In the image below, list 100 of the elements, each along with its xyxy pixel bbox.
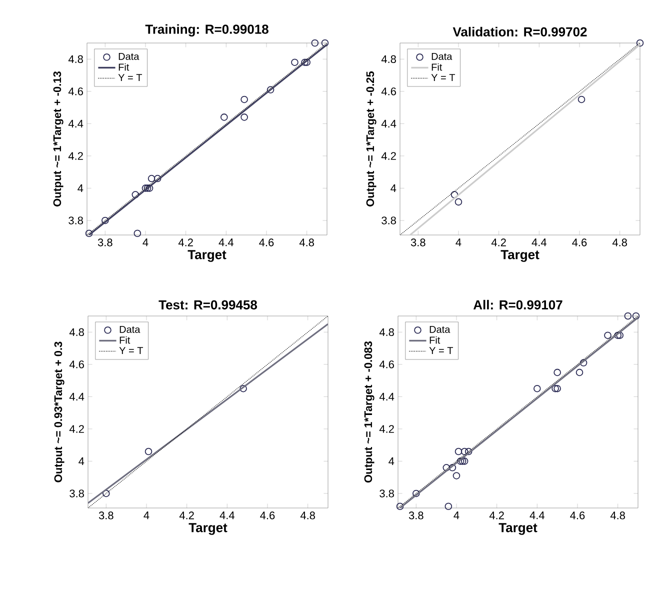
point bbox=[240, 96, 248, 104]
y-tick-label: 4.4 bbox=[381, 120, 396, 128]
point bbox=[464, 448, 472, 456]
y-tick-label: 4.4 bbox=[68, 120, 84, 128]
point bbox=[448, 464, 456, 472]
legend-label: Fit bbox=[118, 63, 130, 71]
x-axis-title: Target bbox=[498, 523, 538, 535]
point bbox=[614, 332, 622, 340]
y-axis-title: Output ~= 0.93*Target + 0.3 bbox=[54, 342, 64, 482]
point bbox=[220, 114, 228, 121]
point bbox=[552, 384, 559, 392]
legend-label: Fit bbox=[120, 336, 130, 344]
x-tick-label: 4.2 bbox=[178, 238, 193, 246]
legend-label: Fit bbox=[430, 336, 440, 344]
point bbox=[240, 114, 248, 121]
point bbox=[616, 332, 624, 340]
x-tick-label: 4.2 bbox=[179, 512, 194, 520]
y-tick-label: 4.2 bbox=[381, 152, 396, 160]
x-tick-label: 4 bbox=[142, 238, 148, 246]
x-axis-title: Target bbox=[500, 250, 540, 262]
x-tick-label: 3.8 bbox=[98, 238, 112, 246]
chart-title: All: R=0.99107 bbox=[473, 300, 562, 310]
point bbox=[144, 184, 152, 192]
legend-label: Y = T bbox=[429, 347, 454, 354]
point bbox=[396, 502, 404, 510]
y-tick-label: 4.8 bbox=[381, 55, 396, 64]
point bbox=[154, 174, 162, 182]
x-tick-label: 4.4 bbox=[530, 512, 544, 520]
y-tick-label: 4.2 bbox=[69, 425, 84, 433]
y-tick-label: 3.8 bbox=[380, 490, 394, 498]
point bbox=[146, 184, 154, 192]
y-tick-label: 4.2 bbox=[68, 152, 83, 160]
point bbox=[578, 96, 586, 104]
point bbox=[132, 191, 140, 198]
chart-title: Training: R=0.99018 bbox=[145, 24, 268, 36]
x-tick-label: 4 bbox=[144, 512, 150, 520]
x-tick-label: 4.8 bbox=[299, 238, 314, 246]
x-tick-label: 4.8 bbox=[300, 512, 315, 520]
point bbox=[452, 472, 460, 480]
point bbox=[580, 359, 588, 366]
legend-label: Data bbox=[432, 52, 452, 60]
y-tick-label: 4.6 bbox=[381, 88, 396, 96]
legend-label: Data bbox=[120, 326, 140, 333]
point bbox=[624, 312, 632, 320]
y-tick-label: 4.2 bbox=[379, 425, 394, 433]
point bbox=[632, 312, 640, 320]
x-tick-label: 4.6 bbox=[570, 512, 585, 520]
point bbox=[303, 58, 310, 66]
y-tick-label: 4.8 bbox=[69, 328, 84, 336]
point bbox=[454, 198, 462, 206]
point bbox=[554, 368, 561, 376]
x-tick-label: 4.6 bbox=[572, 238, 587, 246]
legend-label: Data bbox=[118, 52, 140, 60]
point bbox=[460, 458, 468, 465]
y-tick-label: 4.6 bbox=[68, 88, 83, 96]
x-tick-label: 4.2 bbox=[489, 512, 504, 520]
x-tick-label: 4.2 bbox=[491, 238, 506, 246]
legend-label: Fit bbox=[432, 63, 442, 71]
y-tick-label: 3.8 bbox=[68, 216, 83, 224]
point bbox=[301, 58, 308, 66]
x-tick-label: 3.8 bbox=[408, 512, 424, 520]
point bbox=[412, 490, 420, 498]
y-tick-label: 3.8 bbox=[70, 490, 84, 498]
x-tick-label: 4.6 bbox=[260, 512, 275, 520]
x-tick-label: 3.8 bbox=[98, 512, 114, 520]
x-tick-label: 4.8 bbox=[610, 512, 625, 520]
point bbox=[554, 384, 561, 392]
y-tick-label: 4.6 bbox=[379, 360, 394, 368]
y-tick-label: 4.8 bbox=[68, 55, 83, 64]
y-axis-title: Output ~= 1*Target + -0.083 bbox=[364, 341, 374, 482]
point bbox=[604, 332, 612, 340]
point bbox=[142, 184, 150, 192]
point bbox=[454, 448, 462, 456]
point bbox=[240, 384, 247, 392]
y-tick-label: 4 bbox=[78, 184, 84, 192]
legend-label: Data bbox=[430, 326, 450, 333]
point bbox=[291, 58, 298, 66]
point bbox=[148, 174, 156, 182]
x-axis-title: Target bbox=[188, 250, 226, 262]
point bbox=[458, 458, 466, 465]
x-tick-label: 3.8 bbox=[410, 238, 426, 246]
x-tick-label: 4.4 bbox=[532, 238, 546, 246]
point bbox=[311, 39, 319, 47]
x-tick-label: 4 bbox=[454, 512, 460, 520]
x-tick-label: 4.6 bbox=[259, 238, 274, 246]
y-tick-label: 4 bbox=[390, 184, 396, 192]
y-tick-label: 4.6 bbox=[69, 360, 84, 368]
point bbox=[534, 384, 541, 392]
point bbox=[85, 230, 93, 238]
point bbox=[460, 448, 468, 456]
y-tick-label: 4 bbox=[388, 457, 394, 465]
chart-title: Validation: R=0.99702 bbox=[452, 26, 587, 36]
point bbox=[266, 86, 274, 94]
chart-title: Test: R=0.99458 bbox=[158, 300, 258, 310]
point bbox=[456, 458, 464, 465]
legend-label: Y = T bbox=[431, 74, 456, 81]
y-axis-title: Output ~= 1*Target + -0.13 bbox=[53, 71, 64, 206]
point bbox=[636, 39, 644, 47]
y-tick-label: 4.4 bbox=[69, 392, 84, 400]
legend-label: Y = T bbox=[118, 74, 142, 81]
